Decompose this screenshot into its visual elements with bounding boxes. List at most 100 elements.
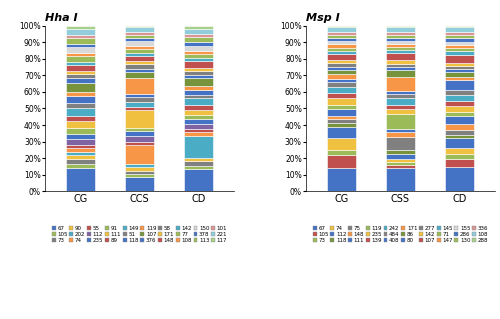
Bar [184, 161, 214, 166]
Bar [184, 105, 214, 110]
Bar [386, 27, 415, 32]
Bar [445, 95, 474, 101]
Bar [445, 101, 474, 106]
Bar [66, 34, 95, 38]
Bar [386, 94, 415, 98]
Bar [184, 58, 214, 61]
Bar [326, 41, 356, 44]
Bar [386, 70, 415, 77]
Bar [386, 165, 415, 168]
Bar [125, 72, 154, 78]
Bar [386, 91, 415, 94]
Bar [326, 26, 356, 27]
Bar [445, 27, 474, 32]
Bar [125, 167, 154, 171]
Bar [66, 38, 95, 44]
Bar [386, 38, 415, 41]
Bar [184, 110, 214, 115]
Bar [125, 177, 154, 191]
Bar [66, 29, 95, 34]
Bar [184, 158, 214, 161]
Bar [125, 27, 154, 32]
Bar [445, 77, 474, 80]
Bar [326, 38, 356, 41]
Bar [66, 128, 95, 134]
Bar [445, 38, 474, 41]
Bar [445, 106, 474, 113]
Bar [386, 137, 415, 150]
Bar [125, 56, 154, 61]
Bar [445, 113, 474, 116]
Bar [326, 87, 356, 93]
Bar [445, 154, 474, 159]
Bar [184, 129, 214, 132]
Bar [326, 93, 356, 98]
Bar [66, 65, 95, 70]
Bar [66, 74, 95, 78]
Bar [445, 138, 474, 148]
Bar [445, 72, 474, 77]
Bar [184, 78, 214, 86]
Bar [184, 54, 214, 58]
Bar [66, 155, 95, 159]
Legend: 67, 105, 73, 74, 112, 118, 75, 148, 111, 119, 235, 139, 242, 484, 408, 171, 86, : 67, 105, 73, 74, 112, 118, 75, 148, 111,… [310, 224, 490, 245]
Bar [66, 56, 95, 62]
Bar [66, 62, 95, 65]
Bar [125, 171, 154, 174]
Bar [445, 167, 474, 191]
Bar [386, 162, 415, 165]
Bar [125, 61, 154, 64]
Bar [386, 32, 415, 35]
Bar [184, 95, 214, 98]
Bar [125, 142, 154, 145]
Bar [66, 47, 95, 53]
Bar [184, 90, 214, 95]
Bar [326, 119, 356, 123]
Bar [125, 78, 154, 94]
Bar [184, 61, 214, 68]
Text: Msp I: Msp I [306, 13, 340, 23]
Bar [445, 63, 474, 66]
Bar [66, 145, 95, 148]
Bar [386, 150, 415, 154]
Bar [386, 47, 415, 50]
Bar [445, 130, 474, 135]
Bar [66, 92, 95, 96]
Bar [66, 121, 95, 128]
Bar [184, 68, 214, 71]
Bar [125, 97, 154, 102]
Bar [386, 44, 415, 47]
Bar [184, 166, 214, 169]
Bar [326, 150, 356, 155]
Bar [445, 26, 474, 27]
Bar [184, 75, 214, 78]
Bar [125, 107, 154, 110]
Bar [445, 41, 474, 45]
Bar [184, 124, 214, 129]
Bar [125, 32, 154, 35]
Bar [445, 80, 474, 90]
Bar [445, 135, 474, 138]
Bar [184, 51, 214, 54]
Bar [445, 148, 474, 154]
Bar [66, 152, 95, 155]
Bar [326, 63, 356, 67]
Bar [445, 124, 474, 130]
Bar [326, 82, 356, 87]
Bar [184, 115, 214, 119]
Bar [326, 138, 356, 150]
Bar [184, 86, 214, 90]
Bar [184, 136, 214, 158]
Bar [184, 132, 214, 136]
Bar [386, 105, 415, 109]
Bar [66, 53, 95, 56]
Bar [326, 32, 356, 35]
Bar [386, 60, 415, 64]
Bar [125, 174, 154, 177]
Bar [386, 35, 415, 38]
Bar [125, 164, 154, 167]
Bar [184, 42, 214, 46]
Bar [445, 69, 474, 72]
Bar [125, 35, 154, 38]
Bar [326, 105, 356, 109]
